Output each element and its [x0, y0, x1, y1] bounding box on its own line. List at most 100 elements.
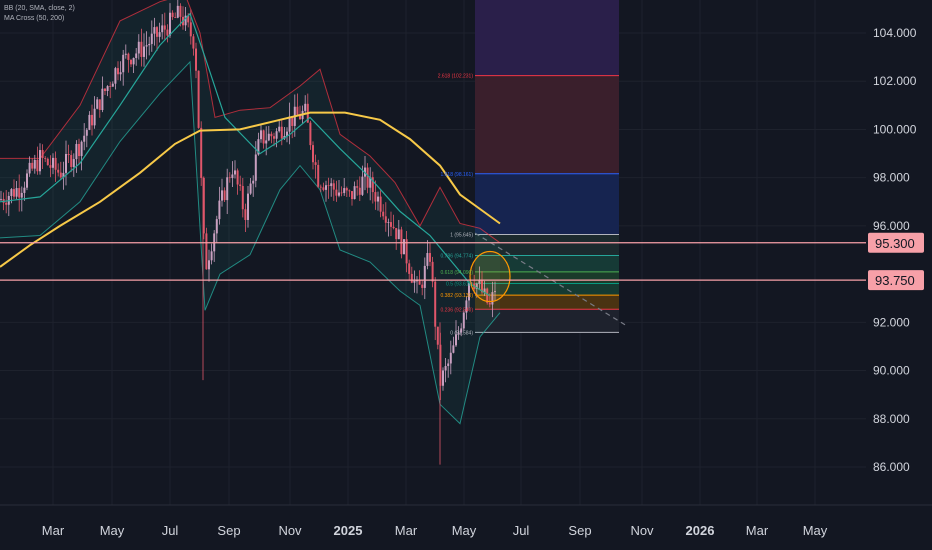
candle-body	[338, 192, 340, 196]
candle-body	[327, 185, 330, 187]
candle-body	[244, 209, 247, 220]
fib-label: 1.618 (98.161)	[440, 172, 473, 178]
candle-body	[83, 135, 86, 142]
x-axis[interactable]: Mar May Jul Sep Nov 2025 Mar May Jul Sep Nov 2026 Ma…	[0, 504, 932, 538]
candle-body	[434, 281, 437, 327]
candle-body	[31, 162, 34, 169]
fib-label: 0.5 (93.610)	[446, 282, 473, 288]
candle-body	[135, 53, 138, 58]
candle-body	[379, 196, 382, 212]
candle-body	[75, 143, 78, 160]
candle-body	[200, 127, 203, 178]
candle-body	[104, 88, 106, 91]
candle-body	[41, 150, 44, 159]
candle-body	[33, 159, 36, 169]
candle-body	[234, 170, 236, 175]
legend-bb[interactable]: BB (20, SMA, close, 2)	[4, 5, 75, 12]
y-tick-label: 104.000	[873, 26, 917, 40]
candle-body	[231, 174, 234, 179]
candle-body	[158, 32, 161, 37]
candle-body	[374, 192, 377, 202]
candle-body	[54, 157, 57, 170]
candle-body	[462, 312, 465, 329]
candle-body	[447, 363, 450, 367]
x-tick-label: Jul	[513, 523, 530, 538]
candle-body	[416, 280, 418, 282]
candle-body	[205, 233, 208, 270]
candle-body	[418, 280, 421, 285]
candle-body	[119, 72, 122, 75]
candle-body	[288, 116, 291, 132]
x-tick-label: May	[803, 523, 828, 538]
candle-body	[189, 22, 192, 37]
candle-body	[150, 33, 153, 44]
candle-body	[405, 239, 408, 264]
candle-body	[52, 157, 54, 168]
candle-body	[67, 153, 70, 156]
candle-body	[163, 25, 166, 30]
candle-body	[148, 43, 151, 46]
candle-body	[140, 41, 143, 57]
candle-body	[296, 106, 299, 115]
candle-body	[452, 345, 455, 353]
candle-body	[465, 300, 468, 313]
price-tags: 95.300 93.750	[868, 232, 924, 291]
candle-body	[494, 291, 496, 293]
candle-body	[252, 180, 255, 184]
fib-zone-1618	[475, 173, 619, 235]
x-tick-label: Nov	[278, 523, 302, 538]
candle-body	[78, 143, 80, 157]
candle-body	[332, 183, 335, 190]
candle-body	[314, 162, 317, 165]
ma-200-line	[0, 111, 501, 268]
candle-body	[426, 253, 429, 266]
candle-body	[475, 283, 478, 289]
fib-zone-0786	[475, 255, 619, 272]
x-tick-label: Mar	[42, 523, 65, 538]
candle-body	[312, 145, 314, 163]
candle-body	[377, 196, 379, 202]
horizontal-levels[interactable]	[0, 242, 866, 281]
y-tick-label: 98.000	[873, 171, 910, 185]
y-tick-label: 100.000	[873, 122, 917, 136]
candle-body	[254, 154, 257, 181]
candle-body	[309, 122, 312, 146]
candle-body	[408, 263, 411, 274]
indicator-legend[interactable]: BB (20, SMA, close, 2) MA Cross (50, 200…	[4, 4, 75, 24]
candle-body	[481, 280, 483, 293]
candle-body	[351, 191, 353, 200]
candle-body	[317, 164, 320, 187]
candle-body	[228, 177, 231, 179]
candle-body	[421, 284, 424, 288]
candle-body	[436, 326, 439, 345]
x-tick-label: Mar	[746, 523, 769, 538]
candle-body	[49, 165, 52, 168]
fib-zone-05	[475, 283, 619, 296]
candle-body	[184, 15, 187, 26]
candle-body	[280, 126, 283, 139]
candle-body	[286, 131, 288, 136]
y-tick-label: 92.000	[873, 315, 910, 329]
fib-extension-zones	[474, 0, 626, 333]
legend-ma-cross[interactable]: MA Cross (50, 200)	[4, 15, 65, 22]
candle-body	[335, 189, 338, 196]
candle-body	[187, 15, 190, 23]
candle-body	[442, 370, 444, 386]
candle-body	[106, 86, 109, 91]
fib-label: 1 (95.645)	[450, 232, 473, 238]
candle-body	[247, 193, 249, 220]
candle-body	[267, 133, 270, 141]
candle-body	[384, 216, 387, 223]
candle-body	[85, 129, 88, 136]
candle-body	[130, 59, 132, 65]
candle-body	[20, 192, 23, 198]
candle-body	[265, 140, 268, 144]
candle-body	[470, 282, 473, 284]
candle-body	[366, 167, 369, 188]
candle-body	[91, 114, 93, 126]
candle-body	[343, 188, 346, 193]
candle-body	[197, 70, 200, 128]
candle-body	[395, 228, 398, 240]
